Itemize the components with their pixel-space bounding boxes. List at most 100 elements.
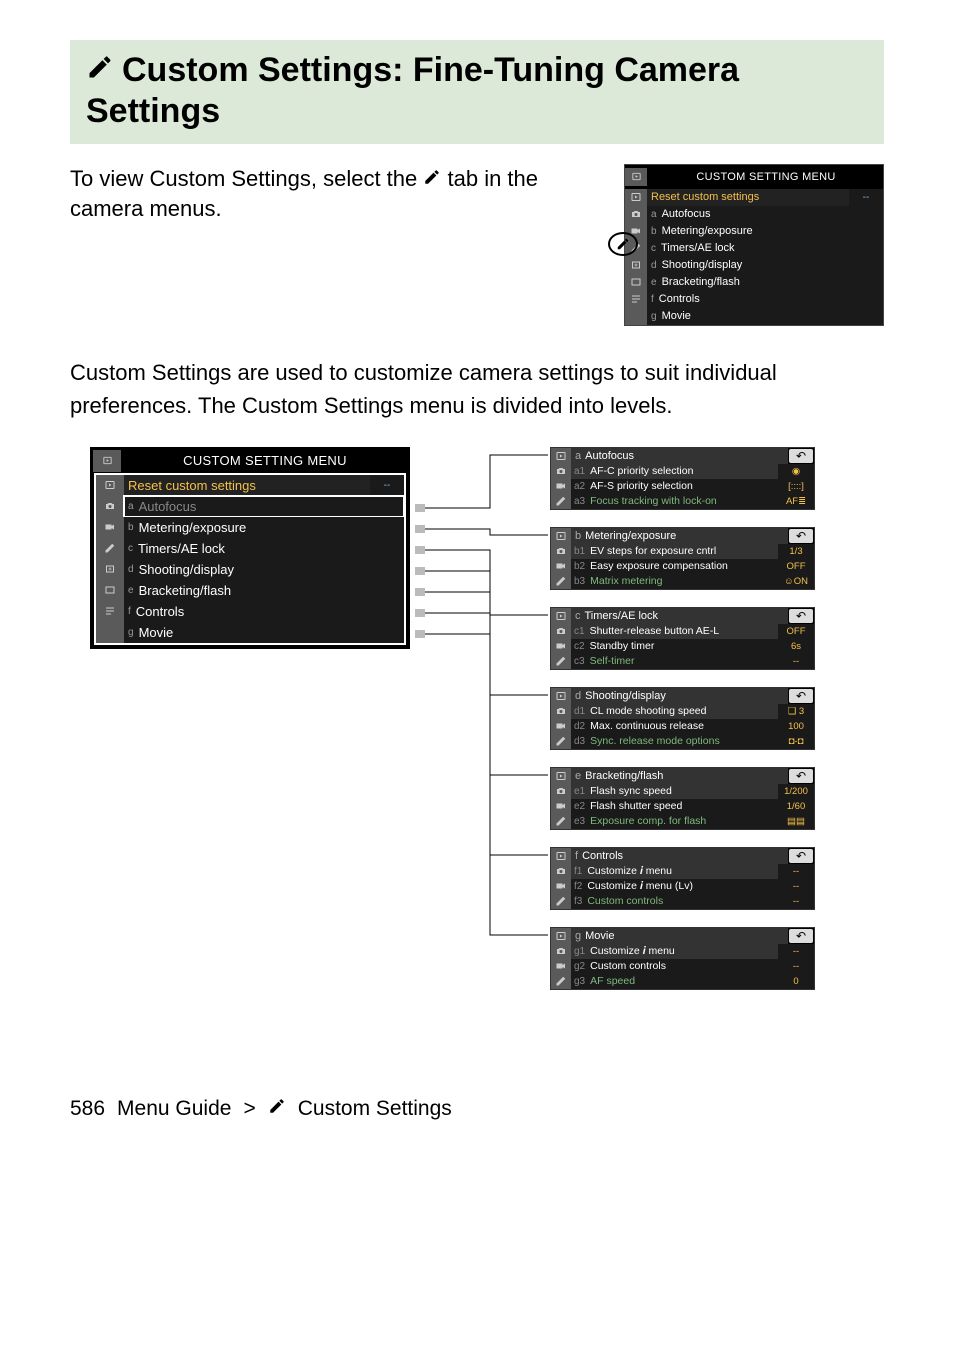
sub-menu-row[interactable]: e2 Flash shutter speed1/60 — [551, 799, 814, 814]
menu-row[interactable]: fControls — [625, 291, 883, 308]
sub-menu-row[interactable]: g3 AF speed0 — [551, 974, 814, 989]
sub-menu-row[interactable]: g1 Customize 𝒊 menu-- — [551, 944, 814, 959]
sub-menu-row[interactable]: d3 Sync. release mode options◘-◘ — [551, 734, 814, 749]
menu-row[interactable]: eBracketing/flash — [625, 274, 883, 291]
menu-row[interactable]: dShooting/display — [625, 257, 883, 274]
sub-menu-row[interactable]: f2 Customize 𝒊 menu (Lv)-- — [551, 879, 814, 894]
sub-item-label: b1 EV steps for exposure cntrl — [571, 544, 778, 559]
side-icon — [96, 517, 124, 538]
sub-menu-row[interactable]: c3 Self-timer-- — [551, 654, 814, 669]
menu-item-label: fControls — [124, 601, 404, 622]
sub-panel-title: bMetering/exposure — [571, 528, 788, 544]
sub-menu-row[interactable]: a1 AF-C priority selection◉ — [551, 464, 814, 479]
sub-item-value: ◘-◘ — [778, 734, 814, 749]
sub-item-label: f3 Custom controls — [571, 894, 778, 909]
sub-item-label: a2 AF-S priority selection — [571, 479, 778, 494]
menu-row[interactable]: bMetering/exposure — [625, 223, 883, 240]
back-icon[interactable]: ↶ — [789, 529, 813, 543]
side-icon — [625, 257, 647, 274]
sub-panel: fControls↶f1 Customize 𝒊 menu--f2 Custom… — [550, 847, 815, 910]
menu-title: CUSTOM SETTING MENU — [123, 453, 407, 468]
sub-item-label: c1 Shutter-release button AE-L — [571, 624, 778, 639]
breadcrumb-sep: > — [243, 1097, 255, 1121]
back-icon[interactable]: ↶ — [789, 609, 813, 623]
back-icon[interactable]: ↶ — [789, 849, 813, 863]
menu-row[interactable]: cTimers/AE lock — [96, 538, 404, 559]
menu-row[interactable]: gMovie — [96, 622, 404, 643]
sub-menu-row[interactable]: c2 Standby timer6s — [551, 639, 814, 654]
sub-menu-row[interactable]: a2 AF-S priority selection[::::] — [551, 479, 814, 494]
pencil-icon — [423, 164, 441, 195]
menu-row[interactable]: Reset custom settings-- — [625, 189, 883, 206]
side-icon — [96, 622, 124, 643]
sub-item-label: f1 Customize 𝒊 menu — [571, 864, 778, 879]
sub-item-label: d3 Sync. release mode options — [571, 734, 778, 749]
sub-panel-header: cTimers/AE lock↶ — [551, 608, 814, 624]
side-icon — [625, 223, 647, 240]
pencil-icon — [268, 1097, 286, 1121]
sub-panel-header: aAutofocus↶ — [551, 448, 814, 464]
sub-menu-row[interactable]: c1 Shutter-release button AE-LOFF — [551, 624, 814, 639]
side-icon — [96, 475, 124, 496]
sub-item-value: -- — [778, 879, 814, 894]
menu-header: CUSTOM SETTING MENU — [93, 450, 407, 472]
side-icon — [625, 189, 647, 206]
sub-item-value: 100 — [778, 719, 814, 734]
sub-menu-row[interactable]: f3 Custom controls-- — [551, 894, 814, 909]
menu-header: CUSTOM SETTING MENU — [625, 165, 883, 189]
sub-menu-row[interactable]: e3 Exposure comp. for flash▤▤ — [551, 814, 814, 829]
menu-item-label: Reset custom settings — [124, 475, 370, 496]
menu-item-label: dShooting/display — [647, 257, 883, 274]
sub-menu-row[interactable]: d1 CL mode shooting speed❏ 3 — [551, 704, 814, 719]
sub-item-value: ◉ — [778, 464, 814, 479]
sub-panel-header: dShooting/display↶ — [551, 688, 814, 704]
sub-panel-title: fControls — [571, 848, 788, 864]
title-text: Custom Settings: Fine-Tuning Camera Sett… — [86, 51, 739, 130]
menu-item-label: aAutofocus — [124, 496, 404, 517]
menu-row[interactable]: gMovie — [625, 308, 883, 325]
menu-row[interactable]: cTimers/AE lock — [625, 240, 883, 257]
page-title: Custom Settings: Fine-Tuning Camera Sett… — [86, 50, 868, 132]
sub-item-value: ☺ON — [778, 574, 814, 589]
sub-menu-row[interactable]: d2 Max. continuous release100 — [551, 719, 814, 734]
pencil-icon — [86, 50, 114, 91]
menu-row[interactable]: fControls — [96, 601, 404, 622]
custom-setting-menu-panel: CUSTOM SETTING MENUReset custom settings… — [624, 164, 884, 326]
sub-item-label: g2 Custom controls — [571, 959, 778, 974]
sub-item-label: e2 Flash shutter speed — [571, 799, 778, 814]
menu-row[interactable]: Reset custom settings-- — [96, 475, 404, 496]
sub-panel-title: aAutofocus — [571, 448, 788, 464]
sub-menu-row[interactable]: a3 Focus tracking with lock-onAF≣ — [551, 494, 814, 509]
back-icon[interactable]: ↶ — [789, 929, 813, 943]
back-icon[interactable]: ↶ — [789, 689, 813, 703]
menu-item-label: Reset custom settings — [647, 189, 849, 206]
sub-menu-row[interactable]: b2 Easy exposure compensationOFF — [551, 559, 814, 574]
side-icon — [96, 496, 124, 517]
menu-row[interactable]: aAutofocus — [96, 496, 404, 517]
sub-item-label: b2 Easy exposure compensation — [571, 559, 778, 574]
sub-item-value: ❏ 3 — [778, 704, 814, 719]
sub-panel-title: gMovie — [571, 928, 788, 944]
sub-item-value: -- — [778, 959, 814, 974]
menu-row[interactable]: eBracketing/flash — [96, 580, 404, 601]
side-icon — [96, 601, 124, 622]
sub-menu-row[interactable]: b1 EV steps for exposure cntrl1/3 — [551, 544, 814, 559]
intro-menu-wrap: CUSTOM SETTING MENUReset custom settings… — [624, 164, 884, 326]
sub-panel-title: dShooting/display — [571, 688, 788, 704]
menu-row[interactable]: dShooting/display — [96, 559, 404, 580]
menu-row[interactable]: aAutofocus — [625, 206, 883, 223]
sub-panel: dShooting/display↶d1 CL mode shooting sp… — [550, 687, 815, 750]
intro-text: To view Custom Settings, select the tab … — [70, 164, 604, 226]
sub-menu-row[interactable]: f1 Customize 𝒊 menu-- — [551, 864, 814, 879]
sub-panel-title: cTimers/AE lock — [571, 608, 788, 624]
back-icon[interactable]: ↶ — [789, 769, 813, 783]
sub-item-value: 1/60 — [778, 799, 814, 814]
sub-menu-row[interactable]: b3 Matrix metering☺ON — [551, 574, 814, 589]
sub-menu-row[interactable]: e1 Flash sync speed1/200 — [551, 784, 814, 799]
sub-item-label: c2 Standby timer — [571, 639, 778, 654]
sub-panel-header: fControls↶ — [551, 848, 814, 864]
back-icon[interactable]: ↶ — [789, 449, 813, 463]
sub-menu-row[interactable]: g2 Custom controls-- — [551, 959, 814, 974]
menu-row[interactable]: bMetering/exposure — [96, 517, 404, 538]
side-icon — [96, 538, 124, 559]
